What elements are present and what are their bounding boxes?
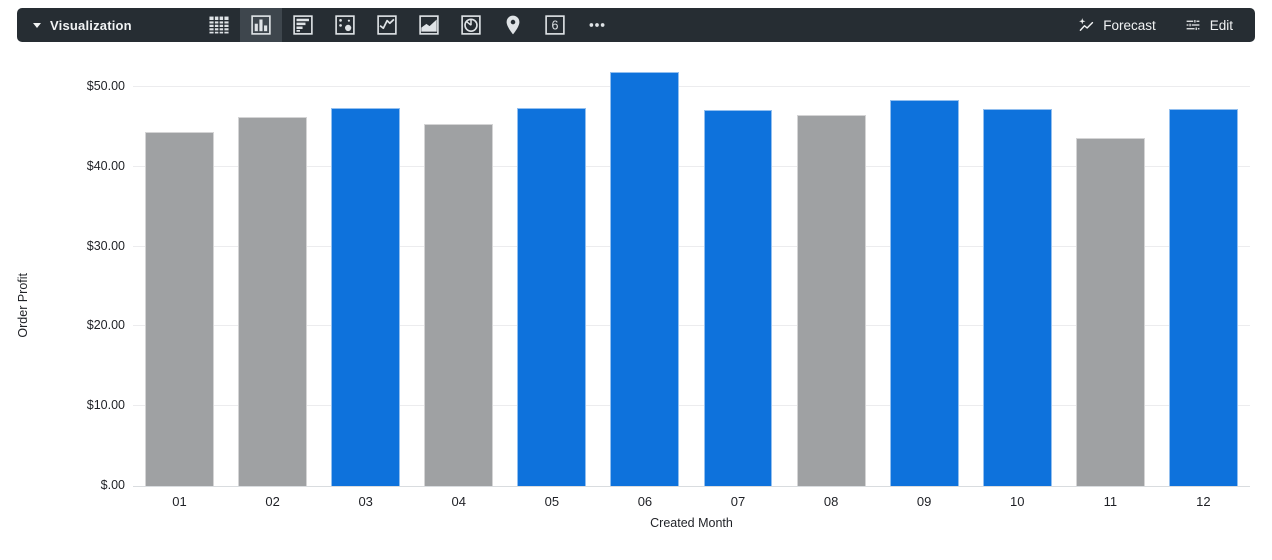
y-axis-tick-label: $30.00 — [86, 238, 125, 253]
area-chart-icon — [416, 12, 442, 38]
viz-type-map-button[interactable] — [492, 8, 534, 42]
x-axis-tick-label: 07 — [730, 494, 746, 509]
bar-series — [133, 60, 1250, 486]
visualization-dropdown[interactable]: Visualization — [17, 8, 146, 42]
viz-type-line-button[interactable] — [366, 8, 408, 42]
y-axis-tick-label: $.00 — [100, 478, 125, 492]
bar-month-05[interactable] — [517, 107, 587, 486]
gridline — [133, 325, 1250, 327]
viz-type-icon-row: 6 — [198, 8, 618, 42]
bar-month-02[interactable] — [238, 116, 308, 486]
bar-month-11[interactable] — [1075, 138, 1145, 486]
x-axis-tick-labels: 01 02 03 04 05 06 07 08 09 10 11 12 — [133, 494, 1250, 509]
bar-slot — [598, 60, 691, 486]
y-axis-tick-label: $20.00 — [86, 318, 125, 333]
x-axis-title: Created Month — [650, 516, 733, 530]
viz-type-area-button[interactable] — [408, 8, 450, 42]
bar-slot — [412, 60, 505, 486]
y-axis-tick-label: $10.00 — [86, 398, 125, 413]
viz-type-table-button[interactable] — [198, 8, 240, 42]
bar-month-12[interactable] — [1168, 109, 1238, 486]
x-axis-tick-label: 01 — [172, 494, 187, 509]
bar-slot — [878, 60, 971, 486]
more-options-icon — [584, 12, 610, 38]
line-chart-icon — [374, 12, 400, 38]
svg-text:6: 6 — [551, 18, 558, 32]
x-axis-tick-label: 12 — [1196, 494, 1211, 509]
bar-slot — [505, 60, 598, 486]
gridline — [133, 245, 1250, 247]
bar-month-10[interactable] — [982, 109, 1052, 486]
viz-type-pie-button[interactable] — [450, 8, 492, 42]
viz-type-single-value-button[interactable]: 6 — [534, 8, 576, 42]
bar-month-07[interactable] — [703, 110, 773, 486]
x-axis-tick-label: 06 — [637, 494, 653, 509]
x-axis-tick-label: 03 — [358, 494, 373, 509]
bar-chart-icon — [290, 12, 316, 38]
viz-type-bar-button[interactable] — [282, 8, 324, 42]
bar-slot — [1157, 60, 1250, 486]
x-axis-tick-label: 02 — [265, 494, 280, 509]
single-value-icon: 6 — [542, 12, 568, 38]
edit-label: Edit — [1209, 17, 1233, 33]
bar-slot — [1064, 60, 1157, 486]
bar-month-04[interactable] — [424, 123, 494, 486]
gridline — [133, 86, 1250, 88]
pie-chart-icon — [458, 12, 484, 38]
bar-month-06[interactable] — [610, 71, 680, 486]
x-axis-tick-label: 11 — [1103, 494, 1118, 509]
tune-icon — [1184, 16, 1202, 34]
column-chart-icon — [248, 12, 274, 38]
bar-slot — [133, 60, 226, 486]
bar-slot — [971, 60, 1064, 486]
edit-button[interactable]: Edit — [1170, 8, 1247, 42]
visualization-toolbar: Visualization 6 Forecast — [17, 8, 1255, 42]
bar-month-09[interactable] — [889, 99, 959, 486]
viz-type-more-button[interactable] — [576, 8, 618, 42]
bar-month-03[interactable] — [331, 107, 401, 486]
bar-month-08[interactable] — [796, 115, 866, 486]
x-axis-tick-label: 10 — [1010, 494, 1025, 509]
chevron-down-icon — [33, 22, 41, 28]
x-axis-tick-label: 05 — [544, 494, 560, 509]
gridline — [133, 165, 1250, 167]
bar-month-01[interactable] — [145, 131, 214, 486]
forecast-label: Forecast — [1103, 17, 1156, 33]
toolbar-actions: Forecast Edit — [1063, 8, 1255, 42]
viz-type-scatter-button[interactable] — [324, 8, 366, 42]
bar-slot — [319, 60, 412, 486]
y-axis-tick-label: $50.00 — [86, 79, 125, 94]
bar-slot — [691, 60, 784, 486]
forecast-button[interactable]: Forecast — [1063, 8, 1170, 42]
forecast-icon — [1077, 16, 1095, 34]
visualization-title: Visualization — [50, 17, 132, 33]
x-axis-tick-label: 04 — [451, 494, 466, 509]
x-axis-tick-label: 09 — [916, 494, 932, 509]
x-axis-tick-label: 08 — [823, 494, 839, 509]
gridline — [133, 405, 1250, 407]
bar-slot — [226, 60, 319, 486]
table-icon — [206, 12, 232, 38]
map-pin-icon — [500, 12, 526, 38]
plot-area — [133, 60, 1250, 487]
bar-slot — [785, 60, 878, 486]
y-axis-tick-label: $40.00 — [86, 158, 125, 173]
viz-type-column-button[interactable] — [239, 8, 282, 42]
scatter-plot-icon — [332, 12, 358, 38]
order-profit-column-chart: Order Profit $50.00 $40.00 $30.00 $20.00 $10… — [0, 46, 1272, 560]
